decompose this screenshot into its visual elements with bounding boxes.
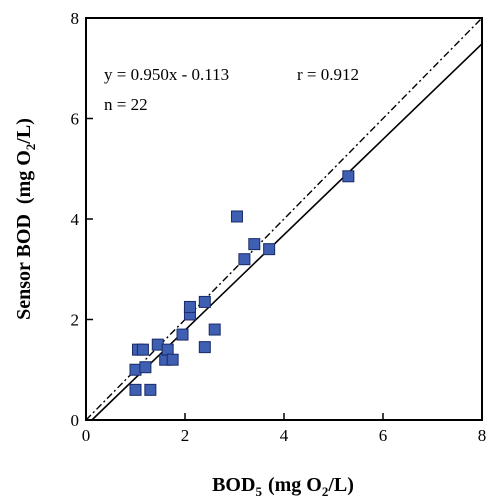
data-point xyxy=(230,210,243,223)
regression-line xyxy=(91,43,483,421)
y-axis-title-unit-sub: 2 xyxy=(23,144,38,151)
axis-ticks: 0 2 4 6 8 0 2 4 6 8 xyxy=(71,9,486,445)
x-tick-label: 0 xyxy=(82,426,91,445)
data-point xyxy=(151,338,164,351)
data-point xyxy=(263,243,276,256)
annotation-equation: y = 0.950x - 0.113 xyxy=(104,65,229,84)
x-axis-title-sub: 5 xyxy=(255,484,262,499)
y-axis-title: Sensor BOD (mg O2/L) xyxy=(13,118,38,320)
data-point xyxy=(208,323,221,336)
y-tick-label: 8 xyxy=(71,9,80,28)
x-axis-title-unit-sub: 2 xyxy=(322,484,329,499)
identity-line xyxy=(85,17,483,421)
y-axis-title-unit-end: /L) xyxy=(13,118,35,145)
data-point xyxy=(248,238,261,251)
fit-lines xyxy=(85,17,483,421)
x-tick-label: 8 xyxy=(478,426,486,445)
data-point xyxy=(198,295,211,308)
x-tick-label: 6 xyxy=(379,426,388,445)
y-axis-title-main: Sensor BOD xyxy=(13,214,35,320)
x-tick-label: 4 xyxy=(280,426,289,445)
y-tick-label: 2 xyxy=(71,311,80,330)
y-tick-label: 4 xyxy=(71,210,80,229)
data-point xyxy=(139,361,152,374)
data-point xyxy=(129,383,142,396)
data-point xyxy=(166,353,179,366)
data-point xyxy=(136,343,149,356)
data-points xyxy=(129,170,355,396)
data-point xyxy=(176,328,189,341)
data-point xyxy=(342,170,355,183)
annotation-n: n = 22 xyxy=(104,95,148,114)
data-point xyxy=(129,363,142,376)
x-tick-label: 2 xyxy=(181,426,190,445)
y-tick-label: 6 xyxy=(71,110,80,129)
y-axis-title-unit: (mg O xyxy=(13,150,35,204)
data-point xyxy=(183,300,196,313)
data-point xyxy=(144,383,157,396)
data-point xyxy=(161,343,174,356)
annotation-r: r = 0.912 xyxy=(297,65,359,84)
x-axis-title-unit-end: /L) xyxy=(327,474,354,496)
y-tick-label: 0 xyxy=(71,411,80,430)
x-axis-title-main: BOD xyxy=(212,474,255,496)
x-axis-title: BOD5 (mg O2/L) xyxy=(212,474,354,499)
data-point xyxy=(198,341,211,354)
x-axis-title-unit: (mg O xyxy=(268,474,322,496)
data-point xyxy=(238,253,251,266)
